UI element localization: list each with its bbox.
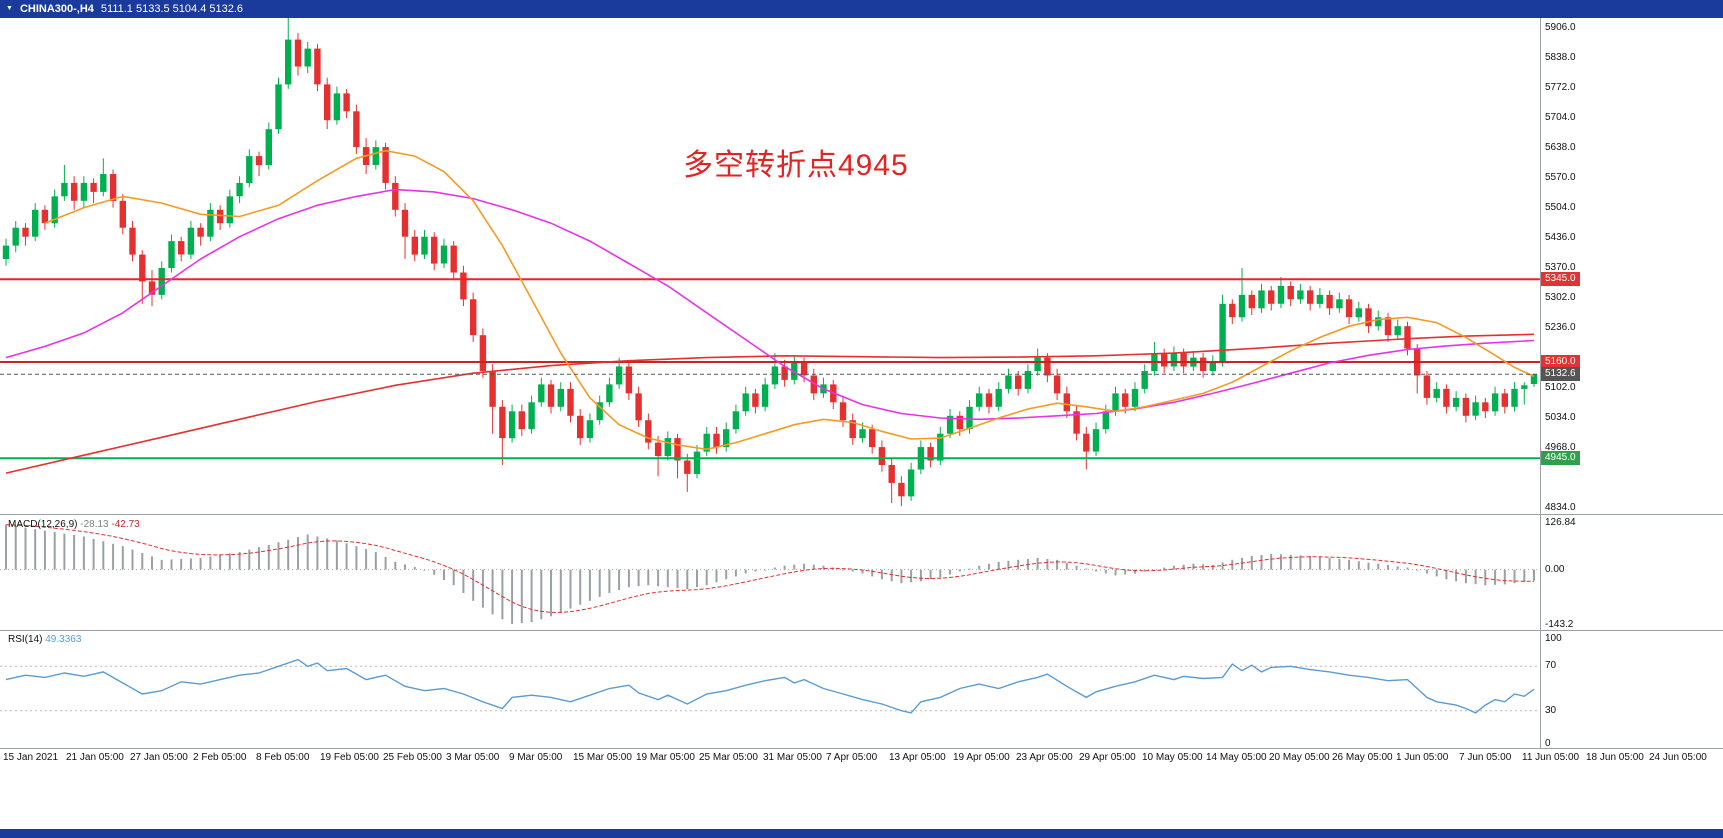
time-axis-label: 18 Jun 05:00 [1586,752,1644,763]
time-axis-label: 20 May 05:00 [1269,752,1330,763]
macd-signal-line [5,524,1535,613]
time-axis-label: 1 Jun 05:00 [1396,752,1449,763]
ma-long-red [5,333,1535,474]
time-axis-label: 26 May 05:00 [1332,752,1393,763]
time-axis-label: 2 Feb 05:00 [193,752,247,763]
time-axis-label: 27 Jan 05:00 [130,752,188,763]
time-axis-label: 19 Apr 05:00 [953,752,1010,763]
macd-signal-value: -42.73 [111,519,140,530]
annotation-text: 多空转折点4945 [683,149,909,182]
rsi-name: RSI(14) [8,634,43,645]
time-axis-label: 21 Jan 05:00 [66,752,124,763]
ohlc-readout: 5111.1 5133.5 5104.4 5132.6 [100,3,244,15]
time-axis-label: 25 Feb 05:00 [383,752,442,763]
time-axis-label: 24 Jun 05:00 [1649,752,1707,763]
chevron-down-icon[interactable]: ▼ [6,5,13,12]
time-axis-label: 31 Mar 05:00 [763,752,822,763]
candles-layer [2,17,1538,507]
bottom-bar [0,829,1723,838]
time-axis-label: 19 Mar 05:00 [636,752,695,763]
time-axis-label: 10 May 05:00 [1142,752,1203,763]
time-axis-label: 15 Jan 2021 [3,752,59,763]
time-axis-label: 14 May 05:00 [1206,752,1267,763]
time-axis-label: 11 Jun 05:00 [1522,752,1580,763]
time-axis-label: 7 Jun 05:00 [1459,752,1512,763]
time-axis-label: 19 Feb 05:00 [320,752,379,763]
time-axis-label: 29 Apr 05:00 [1079,752,1136,763]
time-axis-label: 13 Apr 05:00 [889,752,946,763]
macd-name: MACD(12,26,9) [8,519,78,530]
rsi-value: 49.3363 [45,634,82,645]
ma-slow-magenta [5,188,1535,421]
macd-indicator-label: MACD(12,26,9) -28.13 -42.73 [8,519,140,530]
rsi-line [5,658,1535,714]
ma-medium-orange [44,149,1535,451]
chart-title-bar: ▼ CHINA300-,H4 5111.1 5133.5 5104.4 5132… [0,0,1723,18]
time-axis-label: 3 Mar 05:00 [446,752,500,763]
time-axis-label: 8 Feb 05:00 [256,752,310,763]
time-axis-label: 9 Mar 05:00 [509,752,563,763]
time-axis-label: 15 Mar 05:00 [573,752,632,763]
time-scale[interactable]: 15 Jan 2021 21 Jan 05:00 27 Jan 05:00 2 Feb… [0,752,1723,768]
time-axis-label: 23 Apr 05:00 [1016,752,1073,763]
rsi-indicator-label: RSI(14) 49.3363 [8,634,81,645]
time-axis-label: 25 Mar 05:00 [699,752,758,763]
macd-histogram [5,524,1535,625]
macd-main-value: -28.13 [80,519,109,530]
symbol-period-label: CHINA300-,H4 [19,3,94,15]
time-axis-label: 7 Apr 05:00 [826,752,878,763]
